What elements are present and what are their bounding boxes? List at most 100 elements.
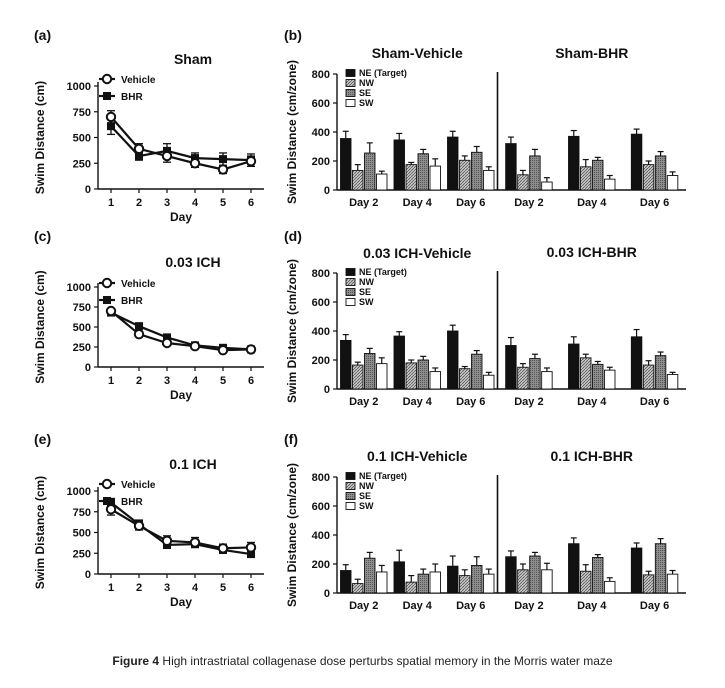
bar-ne: [568, 343, 580, 390]
data-point-vehicle: [105, 111, 117, 123]
bar-nw: [517, 174, 529, 191]
y-tick-label: 400: [312, 326, 330, 338]
bar-nw: [352, 169, 364, 191]
x-tick-label: 6: [248, 197, 254, 209]
x-tick-label: 5: [220, 582, 226, 594]
bar-nw: [405, 164, 417, 191]
bar-ne: [393, 139, 405, 191]
legend-label: SE: [359, 287, 371, 297]
legend-marker-bhr: [103, 497, 111, 505]
legend-swatch-se: [345, 89, 356, 97]
chart-003-ich-bars: (d) 0 200 400 600 800 Swim Distance (cm/zone) 0…: [284, 228, 686, 408]
bar-se: [592, 363, 604, 390]
figure-caption: Figure 4 High intrastriatal collagenase …: [0, 654, 725, 668]
bar-nw: [459, 368, 471, 390]
bar-se: [417, 573, 429, 594]
legend-swatch-nw: [345, 79, 356, 87]
bar-se: [529, 155, 541, 191]
panel-letter: (e): [34, 431, 51, 447]
y-axis-label: Swim Distance (cm/zone): [285, 463, 299, 607]
y-tick-label: 1000: [67, 81, 91, 93]
bar-se: [471, 151, 483, 191]
data-point-vehicle: [189, 158, 201, 169]
data-point-bhr: [247, 550, 255, 559]
bar-sw: [429, 165, 441, 191]
data-point-vehicle: [245, 542, 257, 553]
bar-nw: [580, 357, 592, 390]
bar-sw: [429, 371, 441, 390]
legend-label: SE: [359, 491, 371, 501]
y-tick-label: 0: [324, 588, 330, 600]
x-tick-label: Day 6: [640, 396, 669, 408]
x-tick-label: 5: [220, 375, 226, 387]
y-tick-label: 0: [324, 185, 330, 197]
y-tick-label: 800: [312, 69, 330, 81]
bar-ne: [505, 345, 517, 390]
x-tick-label: Day 2: [349, 396, 378, 408]
x-tick-label: 2: [136, 375, 142, 387]
y-tick-label: 750: [73, 507, 91, 519]
bar-nw: [580, 570, 592, 594]
panel-letter: (d): [284, 228, 302, 244]
bar-ne: [568, 543, 580, 594]
y-axis-label: Swim Distance (cm): [33, 270, 47, 383]
y-tick-label: 600: [312, 98, 330, 110]
y-tick-label: 400: [312, 127, 330, 139]
bar-nw: [580, 166, 592, 191]
bar-se: [364, 557, 376, 594]
chart-01-ich-line: (e) 0.1 ICH 0 250 500 750 1000 1 2 3 4 5 6 Day Swim Di…: [33, 431, 264, 609]
data-point-vehicle: [161, 150, 173, 162]
y-tick-label: 200: [312, 156, 330, 168]
legend-marker-bhr: [103, 92, 111, 100]
bar-se: [471, 353, 483, 390]
caption-text: High intrastriatal collagenase dose pert…: [162, 654, 613, 668]
legend-label: Vehicle: [121, 480, 156, 491]
bar-sw: [541, 371, 553, 390]
caption-label: Figure 4: [112, 654, 160, 668]
bar-nw: [517, 569, 529, 594]
x-axis-label: Day: [170, 595, 192, 609]
legend-label: BHR: [121, 296, 143, 307]
legend-label: SE: [359, 88, 371, 98]
bar-se: [529, 555, 541, 594]
x-tick-label: Day 6: [456, 600, 485, 612]
x-tick-label: Day 6: [640, 600, 669, 612]
legend-swatch-ne: [345, 69, 356, 77]
bar-sw: [483, 374, 495, 390]
legend-label: BHR: [121, 92, 143, 103]
group-title: 0.03 ICH-BHR: [547, 244, 637, 260]
data-point-bhr: [135, 152, 143, 161]
panel-letter: (c): [34, 228, 51, 244]
legend-label: NW: [359, 481, 374, 491]
chart-title: Sham: [174, 51, 212, 67]
y-tick-label: 500: [73, 133, 91, 145]
legend-marker-vehicle: [101, 277, 113, 289]
bar-ne: [630, 547, 643, 594]
data-point-vehicle: [217, 164, 229, 175]
data-point-bhr: [219, 155, 227, 164]
legend-swatch-ne: [345, 472, 356, 480]
legend-label: Vehicle: [121, 279, 156, 290]
y-tick-label: 250: [73, 158, 91, 170]
x-tick-label: Day 6: [456, 396, 485, 408]
bar-ne: [393, 561, 405, 594]
y-tick-label: 0: [85, 184, 91, 196]
data-point-bhr: [163, 333, 171, 342]
bar-ne: [340, 339, 352, 390]
bar-se: [592, 557, 604, 594]
bar-sw: [541, 569, 553, 594]
chart-sham-line: (a) Sham 0 250 500 750 1000 1 2 3 4 5 6 Day Swim Dista…: [33, 27, 264, 224]
legend-swatch-sw: [345, 99, 356, 107]
x-tick-label: Day 2: [514, 197, 543, 209]
panel-letter: (a): [34, 27, 51, 43]
y-tick-label: 800: [312, 472, 330, 484]
panel-letter: (b): [284, 27, 302, 43]
bar-sw: [429, 571, 441, 594]
x-tick-label: Day 4: [577, 197, 607, 209]
y-tick-label: 750: [73, 107, 91, 119]
x-tick-label: Day 4: [577, 600, 607, 612]
x-tick-label: 2: [136, 197, 142, 209]
data-point-vehicle: [217, 345, 229, 356]
y-tick-label: 600: [312, 297, 330, 309]
chart-sham-bars: (b) 0 200 400 600 800 Swim Distance (cm/zone) S…: [284, 27, 686, 209]
